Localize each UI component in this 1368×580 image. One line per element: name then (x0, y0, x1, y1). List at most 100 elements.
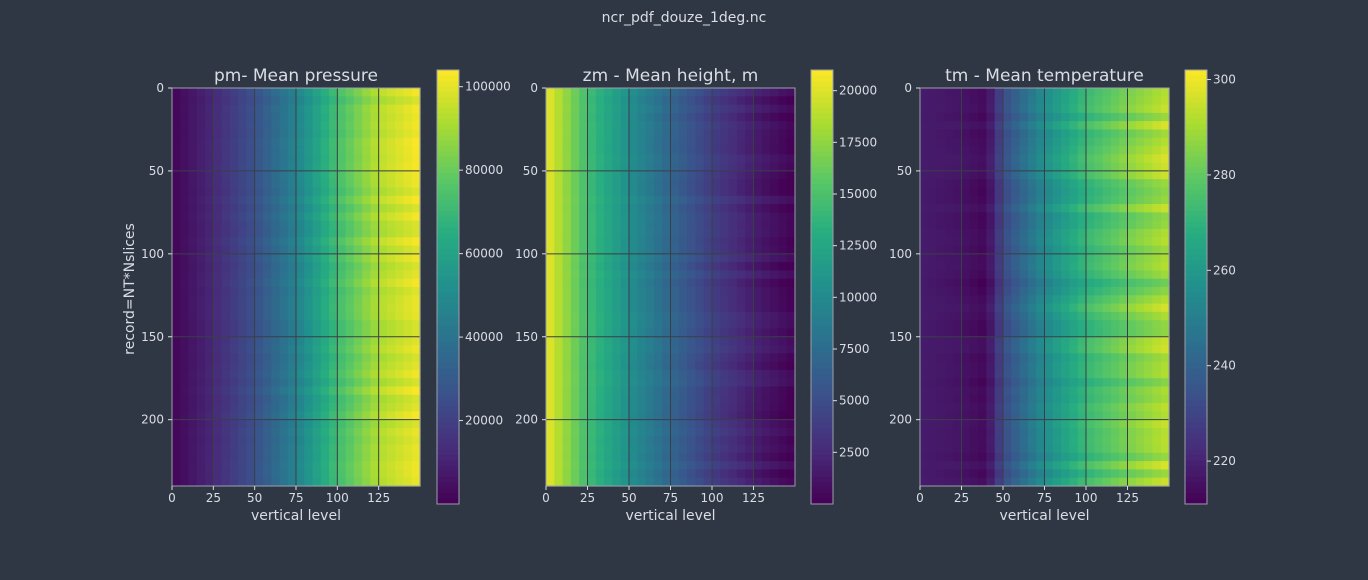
heatmap-cell (353, 361, 363, 371)
heatmap-cell (712, 336, 721, 346)
heatmap-cell (1110, 361, 1120, 371)
heatmap-cell (246, 303, 256, 313)
heatmap-cell (411, 419, 421, 429)
heatmap-cell (595, 303, 605, 313)
heatmap-cell (411, 262, 421, 272)
heatmap-cell (687, 154, 696, 164)
heatmap-cell (1135, 154, 1145, 164)
heatmap-cell (745, 336, 755, 346)
colorbar-segment (1185, 91, 1207, 98)
heatmap-cell (378, 104, 388, 114)
heatmap-cell (595, 427, 605, 437)
colorbar-segment (1185, 460, 1207, 467)
heatmap-cell (1127, 444, 1137, 454)
heatmap-cell (629, 444, 638, 454)
heatmap-cell (986, 112, 996, 122)
heatmap-cell (936, 336, 946, 346)
heatmap-cell (786, 179, 796, 189)
heatmap-cell (1119, 361, 1129, 371)
heatmap-cell (612, 237, 622, 247)
heatmap-cell (1061, 361, 1070, 371)
heatmap-cell (1119, 378, 1129, 388)
heatmap-cell (637, 394, 647, 404)
heatmap-cell (546, 469, 555, 479)
heatmap-cell (953, 96, 963, 106)
heatmap-cell (728, 287, 738, 296)
heatmap-cell (1044, 461, 1054, 471)
heatmap-cell (403, 220, 413, 230)
heatmap-cell (353, 411, 363, 421)
heatmap-cell (1102, 253, 1112, 263)
heatmap-cell (695, 237, 705, 247)
heatmap-cell (353, 311, 363, 321)
heatmap-cell (370, 328, 380, 338)
heatmap-cell (254, 170, 264, 180)
heatmap-cell (1069, 369, 1079, 379)
heatmap-cell (362, 427, 371, 437)
heatmap-cell (304, 444, 314, 454)
heatmap-cell (1144, 228, 1153, 238)
heatmap-cell (745, 195, 755, 205)
heatmap-cell (1102, 262, 1112, 272)
heatmap-cell (1144, 328, 1153, 338)
heatmap-cell (205, 369, 214, 379)
heatmap-cell (279, 179, 289, 189)
heatmap-cell (378, 204, 388, 213)
heatmap-cell (662, 104, 672, 114)
colorbar-segment (811, 80, 833, 87)
heatmap-cell (1160, 104, 1170, 114)
heatmap-cell (703, 477, 713, 487)
heatmap-cell (562, 154, 572, 164)
heatmap-cell (546, 245, 555, 255)
heatmap-cell (221, 328, 231, 338)
heatmap-cell (595, 146, 605, 155)
heatmap-cell (1086, 427, 1095, 437)
heatmap-cell (1069, 336, 1079, 346)
heatmap-cell (362, 245, 371, 255)
heatmap-cell (172, 411, 181, 421)
heatmap-cell (612, 452, 622, 462)
heatmap-cell (271, 369, 281, 379)
heatmap-cell (645, 411, 655, 421)
heatmap-cell (570, 278, 580, 288)
colorbar-segment (437, 466, 459, 473)
heatmap-cell (678, 287, 688, 296)
heatmap-cell (570, 461, 580, 471)
heatmap-cell (196, 295, 206, 305)
heatmap-cell (1119, 345, 1129, 354)
heatmap-cell (362, 112, 371, 122)
heatmap-cell (395, 104, 405, 114)
heatmap-cell (653, 112, 663, 122)
heatmap-cell (761, 278, 771, 288)
heatmap-cell (637, 477, 647, 487)
heatmap-cell (720, 469, 730, 479)
heatmap-cell (953, 378, 963, 388)
heatmap-cell (953, 212, 963, 222)
heatmap-cell (761, 154, 771, 164)
heatmap-cell (745, 253, 755, 263)
heatmap-cell (953, 353, 963, 363)
heatmap-cell (1069, 444, 1079, 454)
heatmap-cell (662, 212, 672, 222)
heatmap-cell (920, 170, 929, 180)
heatmap-cell (670, 336, 680, 346)
heatmap-cell (554, 394, 564, 404)
heatmap-cell (1052, 195, 1062, 205)
heatmap-cell (370, 237, 380, 247)
heatmap-cell (678, 411, 688, 421)
heatmap-cell (653, 345, 663, 354)
heatmap-cell (320, 403, 330, 412)
heatmap-cell (180, 287, 190, 296)
heatmap-cell (1094, 154, 1104, 164)
heatmap-cell (579, 170, 589, 180)
colorbar-segment (437, 292, 459, 299)
heatmap-cell (262, 469, 272, 479)
heatmap-cell (312, 361, 322, 371)
heatmap-cell (345, 220, 355, 230)
heatmap-cell (786, 253, 796, 263)
heatmap-cell (753, 452, 763, 462)
heatmap-cell (961, 295, 971, 305)
heatmap-cell (1152, 195, 1162, 205)
heatmap-cell (761, 320, 771, 330)
